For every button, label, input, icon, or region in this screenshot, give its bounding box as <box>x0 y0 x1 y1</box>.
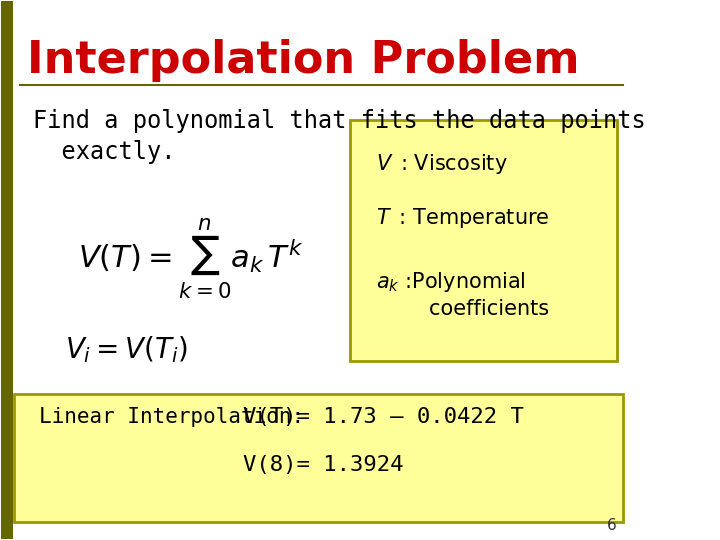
Text: V(8)= 1.3924: V(8)= 1.3924 <box>243 455 403 475</box>
Text: Find a polynomial that fits the data points
  exactly.: Find a polynomial that fits the data poi… <box>33 109 646 165</box>
Text: Linear Interpolation:: Linear Interpolation: <box>40 407 305 427</box>
Text: $V_i = V(T_i)$: $V_i = V(T_i)$ <box>65 334 187 365</box>
Text: V(T)= 1.73 – 0.0422 T: V(T)= 1.73 – 0.0422 T <box>243 407 523 427</box>
FancyBboxPatch shape <box>351 119 617 361</box>
FancyBboxPatch shape <box>14 394 624 523</box>
Text: $a_k$ :Polynomial
        coefficients: $a_k$ :Polynomial coefficients <box>376 270 549 319</box>
Text: 6: 6 <box>607 518 617 533</box>
FancyBboxPatch shape <box>1 2 13 538</box>
Text: Interpolation Problem: Interpolation Problem <box>27 39 580 82</box>
Text: $V\,$ : Viscosity: $V\,$ : Viscosity <box>376 152 508 176</box>
Text: $T\,$ : Temperature: $T\,$ : Temperature <box>376 206 549 230</box>
Text: $V(T) = \sum_{k=0}^{n} a_k\, T^k$: $V(T) = \sum_{k=0}^{n} a_k\, T^k$ <box>78 217 303 301</box>
